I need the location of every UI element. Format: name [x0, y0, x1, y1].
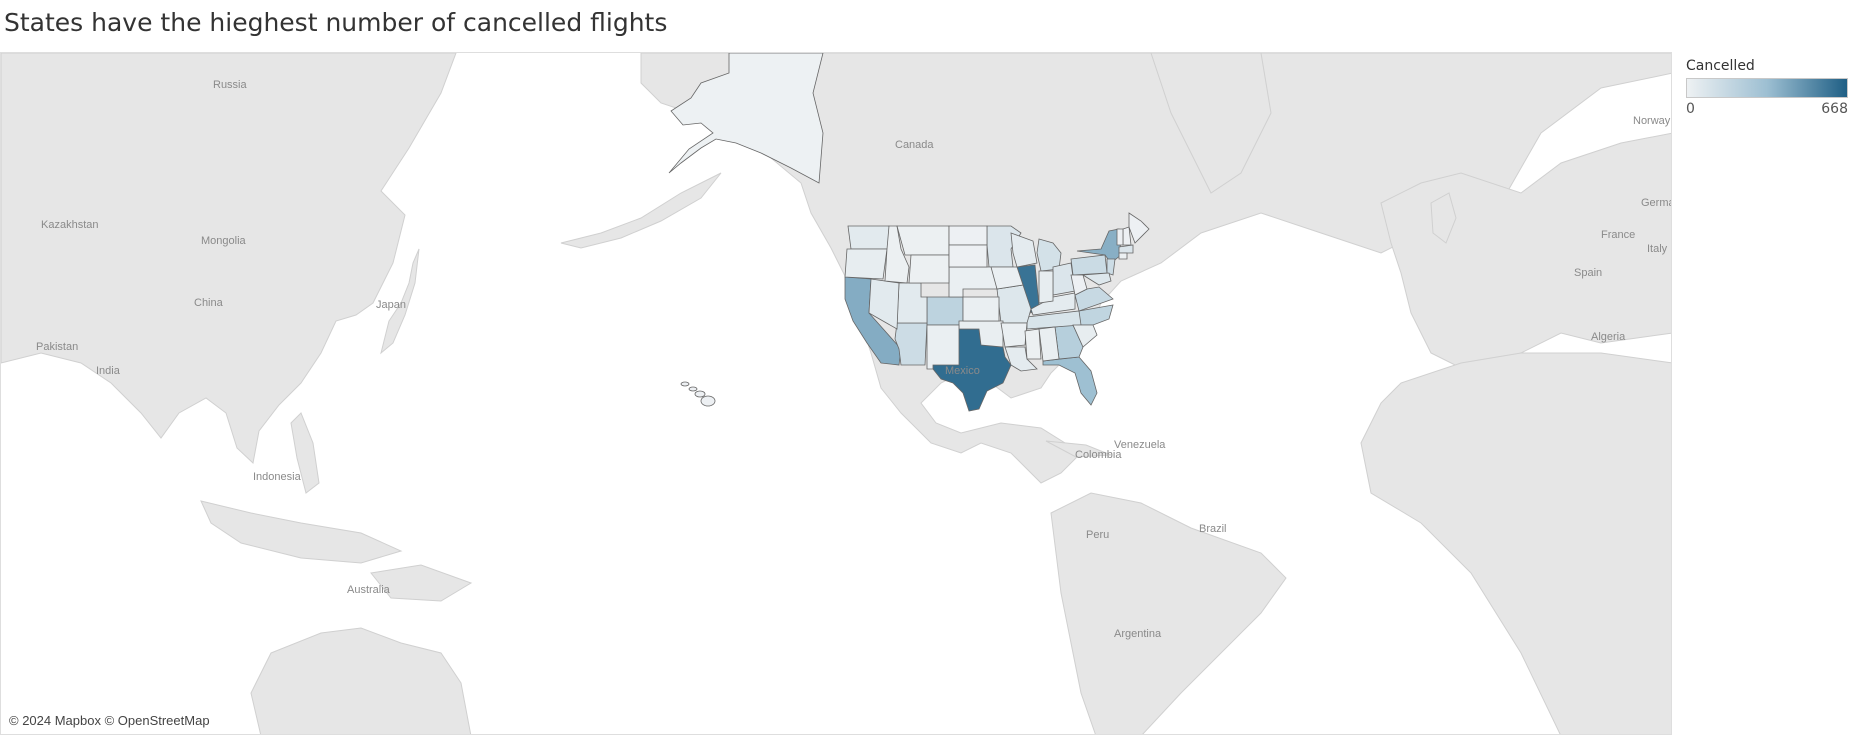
land-north-america — [640, 53, 1671, 484]
land-uk — [1430, 192, 1457, 244]
state-hawaii-island[interactable] — [680, 381, 690, 387]
state-montana[interactable] — [896, 225, 950, 256]
state-alabama[interactable] — [1038, 326, 1060, 362]
map-view[interactable]: Russia Kazakhstan Mongolia China Japan P… — [0, 52, 1672, 735]
land-japan — [380, 248, 420, 355]
chart-title: States have the hieghest number of cance… — [4, 8, 668, 37]
label-italy: Italy — [1647, 243, 1668, 255]
label-mongolia: Mongolia — [201, 235, 246, 247]
label-spain: Spain — [1574, 267, 1603, 279]
land-philippines — [290, 412, 320, 494]
land-asia — [1, 53, 457, 464]
label-mexico: Mexico — [945, 365, 980, 377]
land-greenland — [1150, 53, 1272, 194]
state-hawaii-island[interactable] — [700, 395, 716, 407]
state-maryland[interactable] — [1081, 272, 1112, 286]
land-aleutians — [560, 172, 722, 249]
state-colorado[interactable] — [926, 296, 964, 326]
state-louisiana[interactable] — [1004, 346, 1038, 372]
state-oregon[interactable] — [844, 248, 888, 280]
map-attribution[interactable]: © 2024 Mapbox © OpenStreetMap — [9, 713, 210, 728]
label-colombia: Colombia — [1075, 449, 1122, 461]
label-australia: Australia — [347, 584, 390, 596]
state-mississippi[interactable] — [1024, 328, 1042, 360]
color-legend: Cancelled 0 668 — [1686, 58, 1851, 117]
map-canvas[interactable] — [1, 53, 1672, 735]
label-kazakhstan: Kazakhstan — [41, 219, 99, 231]
state-north-dakota[interactable] — [948, 225, 988, 246]
state-south-carolina[interactable] — [1072, 324, 1098, 348]
label-norway: Norway — [1633, 115, 1671, 127]
land-australia — [250, 627, 472, 734]
label-pakistan: Pakistan — [36, 341, 79, 353]
state-hawaii-island[interactable] — [688, 386, 698, 392]
legend-ticks: 0 668 — [1686, 101, 1848, 117]
state-vermont[interactable] — [1116, 228, 1124, 246]
state-new-mexico[interactable] — [926, 324, 960, 370]
legend-color-ramp — [1686, 78, 1848, 98]
state-washington[interactable] — [847, 225, 890, 250]
label-japan: Japan — [376, 299, 406, 311]
label-peru: Peru — [1086, 529, 1110, 541]
state-connecticut[interactable] — [1118, 252, 1128, 260]
label-germany: German — [1641, 197, 1671, 209]
land-cuba — [1045, 440, 1112, 458]
state-iowa[interactable] — [990, 266, 1024, 290]
state-pennsylvania[interactable] — [1070, 254, 1108, 276]
state-maine[interactable] — [1128, 212, 1150, 244]
land-south-america — [1050, 492, 1287, 734]
state-kansas[interactable] — [962, 296, 1000, 322]
label-france: France — [1601, 229, 1636, 241]
label-indonesia: Indonesia — [253, 471, 301, 483]
state-arkansas[interactable] — [1000, 322, 1028, 348]
label-brazil: Brazil — [1199, 523, 1227, 535]
state-massachusetts[interactable] — [1118, 244, 1134, 254]
land-indonesia — [200, 500, 403, 564]
state-indiana[interactable] — [1038, 270, 1054, 304]
state-florida[interactable] — [1042, 356, 1098, 406]
label-algeria: Algeria — [1591, 331, 1626, 343]
land-europe — [1380, 132, 1671, 374]
state-west-virginia[interactable] — [1070, 274, 1088, 296]
state-new-jersey[interactable] — [1106, 258, 1116, 276]
label-venezuela: Venezuela — [1114, 439, 1166, 451]
label-russia: Russia — [213, 79, 247, 91]
label-china: China — [194, 297, 223, 309]
state-hawaii-island[interactable] — [694, 390, 706, 398]
label-argentina: Argentina — [1114, 628, 1162, 640]
legend-min-label: 0 — [1686, 101, 1695, 117]
land-new-guinea — [370, 564, 473, 602]
state-south-dakota[interactable] — [948, 244, 988, 268]
label-india: India — [96, 365, 120, 377]
label-canada: Canada — [895, 139, 934, 151]
state-wisconsin[interactable] — [1010, 232, 1038, 268]
state-alaska — [668, 53, 824, 184]
legend-title: Cancelled — [1686, 58, 1755, 74]
legend-max-label: 668 — [1821, 101, 1848, 117]
state-wyoming[interactable] — [908, 254, 950, 284]
land-africa — [1360, 352, 1671, 734]
